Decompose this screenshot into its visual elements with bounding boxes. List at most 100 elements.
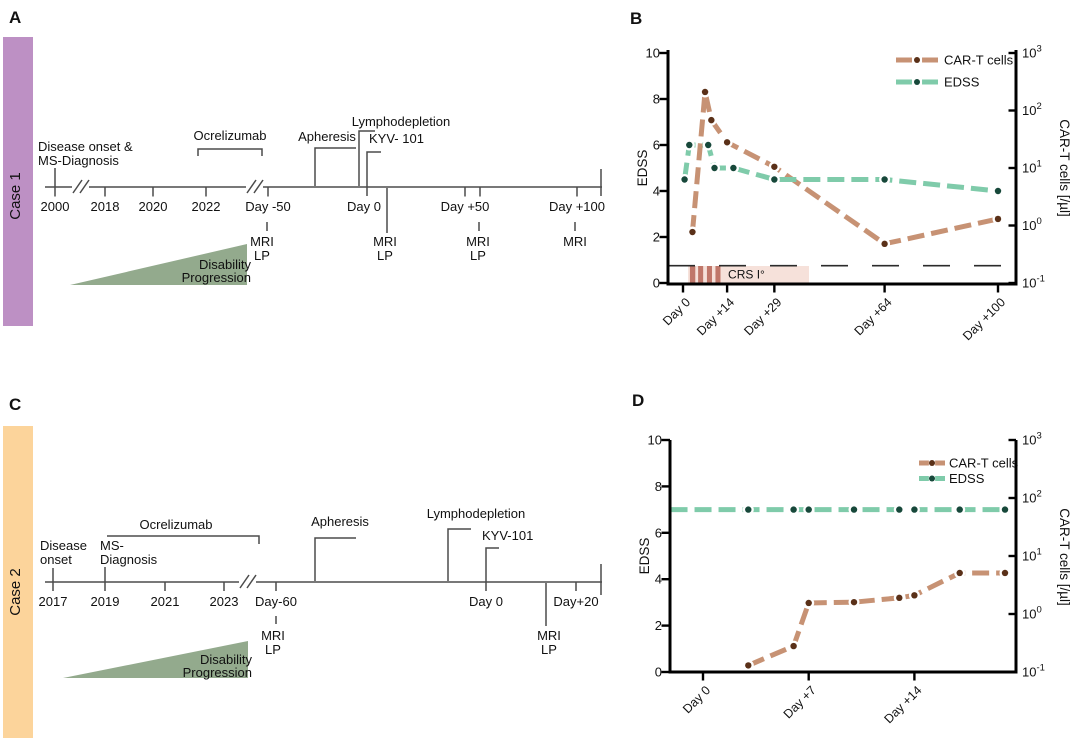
svg-text:LP: LP (541, 642, 557, 657)
svg-text:2017: 2017 (39, 594, 68, 609)
data-point (805, 506, 812, 513)
data-point (881, 176, 888, 183)
svg-text:Day +100: Day +100 (549, 199, 605, 214)
series-car-t-cells (686, 86, 1004, 250)
data-point (850, 598, 858, 606)
legend-entry: CAR-T cells (919, 456, 1019, 471)
svg-text:MRI: MRI (537, 628, 561, 643)
svg-text:MRI: MRI (563, 234, 587, 249)
onset-label-line2: onset (40, 552, 72, 567)
data-point (1001, 506, 1009, 513)
x-tick-label: Day +29 (741, 295, 784, 338)
disability-label-line2: Progression (183, 665, 252, 680)
data-point (711, 164, 718, 172)
y-left-tick-label: 10 (648, 433, 662, 448)
legend-label: CAR-T cells (944, 53, 1014, 68)
series-line (747, 570, 1005, 668)
panel-c-letter: C (9, 395, 21, 414)
x-tick-label: Day +100 (960, 295, 1008, 343)
kyv101-label: KYV-101 (482, 528, 533, 543)
data-point (881, 240, 888, 248)
svg-text:LP: LP (254, 248, 270, 263)
disability-label-line1: Disability (199, 257, 252, 272)
svg-text:2023: 2023 (210, 594, 239, 609)
apheresis-label: Apheresis (311, 514, 369, 529)
svg-text:Day-60: Day-60 (255, 594, 297, 609)
timeline-a-breaks (72, 179, 264, 194)
y-right-tick-label: 100 (1022, 216, 1042, 233)
crs-bar (698, 266, 704, 283)
legend-dot (929, 475, 935, 482)
legend-dot (914, 57, 920, 63)
ocrelizumab-bracket (197, 148, 263, 156)
svg-text:MRI: MRI (373, 234, 397, 249)
apheresis-marker (314, 537, 356, 581)
lymphodepletion-label: Lymphodepletion (352, 114, 451, 129)
disability-triangle (63, 641, 248, 678)
data-point (771, 163, 778, 170)
timeline-c-ticks (52, 567, 577, 591)
y-left-tick-label: 10 (646, 46, 660, 61)
data-point (956, 569, 963, 577)
svg-text:2000: 2000 (41, 199, 70, 214)
y-left-tick-label: 6 (655, 525, 662, 540)
y-right-tick-label: 101 (1022, 159, 1042, 176)
kyv101-label: KYV- 101 (369, 131, 424, 146)
x-tick-label: Day +64 (852, 295, 895, 338)
onset-label-line1: Disease onset & (38, 139, 133, 154)
svg-text:Day 0: Day 0 (469, 594, 503, 609)
ocrelizumab-label: Ocrelizumab (140, 517, 213, 532)
data-point (956, 506, 963, 513)
kyv101-marker (485, 547, 499, 591)
y-left-tick-label: 4 (655, 572, 662, 587)
mri-lp-day-60: MRI LP (261, 616, 285, 657)
panel-b-letter: B (630, 9, 642, 28)
y-right-tick-label: 101 (1022, 547, 1042, 564)
legend-dot (914, 79, 920, 85)
y-axis-right-title: CAR-T cells [/µl] (1057, 508, 1072, 606)
x-tick-label: Day +14 (881, 683, 924, 726)
legend-entry: EDSS (919, 471, 985, 486)
data-point (850, 506, 858, 513)
svg-text:Day 0: Day 0 (347, 199, 381, 214)
x-tick-label: Day 0 (660, 295, 693, 328)
x-tick-label: Day +14 (694, 295, 737, 338)
data-point (681, 176, 688, 183)
panel-a-letter: A (9, 8, 21, 27)
y-left-tick-label: 0 (655, 665, 662, 680)
mri-lp-day0: MRI LP (373, 188, 397, 263)
y-right-tick-label: 102 (1022, 489, 1042, 506)
y-axis-right-title: CAR-T cells [/µl] (1057, 119, 1072, 217)
svg-text:Day +50: Day +50 (441, 199, 490, 214)
y-right-tick-label: 100 (1022, 605, 1042, 622)
y-right-tick-label: 102 (1022, 101, 1042, 118)
panel-a: A Case 1 2000 2018 (3, 8, 605, 326)
data-point (896, 506, 903, 513)
data-point (730, 164, 737, 172)
data-point (705, 141, 712, 149)
data-point (745, 506, 752, 513)
data-point (689, 228, 696, 236)
series-car-t-cells (742, 567, 1011, 671)
disability-label-line2: Progression (182, 270, 251, 285)
svg-text:2022: 2022 (192, 199, 221, 214)
timeline-a-ticks (54, 168, 578, 197)
svg-text:2018: 2018 (91, 199, 120, 214)
panel-d: D 0 2 4 6 8 10 10-1 100 101 102 103 Day 0 Day +7 Day … (632, 391, 1072, 726)
case2-bar (3, 426, 33, 738)
onset-label-line1: Disease (40, 538, 87, 553)
data-point (708, 116, 715, 124)
timeline-a-tick-labels: 2000 2018 2020 2022 Day -50 Day 0 Day +5… (41, 199, 605, 214)
svg-text:MRI: MRI (261, 628, 285, 643)
data-point (994, 215, 1002, 223)
svg-text:Day -50: Day -50 (245, 199, 291, 214)
svg-text:LP: LP (470, 248, 486, 263)
lymphodepletion-label: Lymphodepletion (427, 506, 526, 521)
y-axis-left-title: EDSS (637, 538, 652, 575)
series-edss (679, 139, 1004, 197)
diagnosis-label-line1: MS- (100, 538, 124, 553)
series-edss (670, 504, 1011, 516)
